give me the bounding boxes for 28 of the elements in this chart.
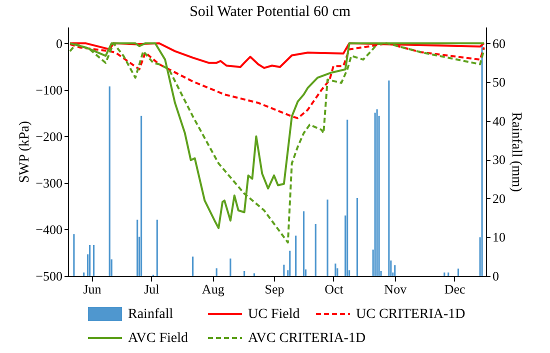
y2-tick-label: 50 (492, 74, 506, 90)
y2-tick-label: 30 (492, 152, 506, 168)
x-tick-label: Dec (444, 282, 466, 296)
x-tick-label: Nov (384, 282, 408, 296)
x-tick-label: Oct (324, 282, 344, 296)
y2-tick-label: 60 (492, 36, 506, 51)
y2-tick-label: 40 (492, 113, 506, 128)
x-tick-label: Sep (264, 282, 284, 296)
y2-tick-label: 20 (492, 190, 506, 206)
y2-tick-label: 10 (492, 230, 506, 245)
y-tick-label: 0 (56, 36, 62, 51)
legend-label: UC CRITERIA-1D (356, 307, 466, 322)
y2-tick-label: 0 (492, 268, 499, 284)
x-tick-label: Aug (202, 282, 225, 296)
legend-label: AVC Field (128, 331, 188, 346)
legend-label: UC Field (248, 307, 300, 322)
y-axis-title: SWP (kPa) (18, 120, 33, 184)
legend-label: AVC CRITERIA-1D (248, 331, 366, 346)
x-tick-label: Jul (144, 282, 160, 296)
y2-axis-title: Rainfall (mm) (508, 112, 524, 192)
legend-label: Rainfall (128, 307, 174, 322)
x-tick-label: Jun (83, 282, 102, 296)
chart-title: Soil Water Potential 60 cm (190, 4, 351, 20)
y-tick-label: −100 (36, 82, 62, 98)
y-tick-label: −500 (36, 268, 62, 284)
y-tick-label: −300 (36, 175, 62, 190)
y-tick-label: −400 (36, 222, 62, 237)
y-tick-label: −200 (36, 128, 62, 144)
